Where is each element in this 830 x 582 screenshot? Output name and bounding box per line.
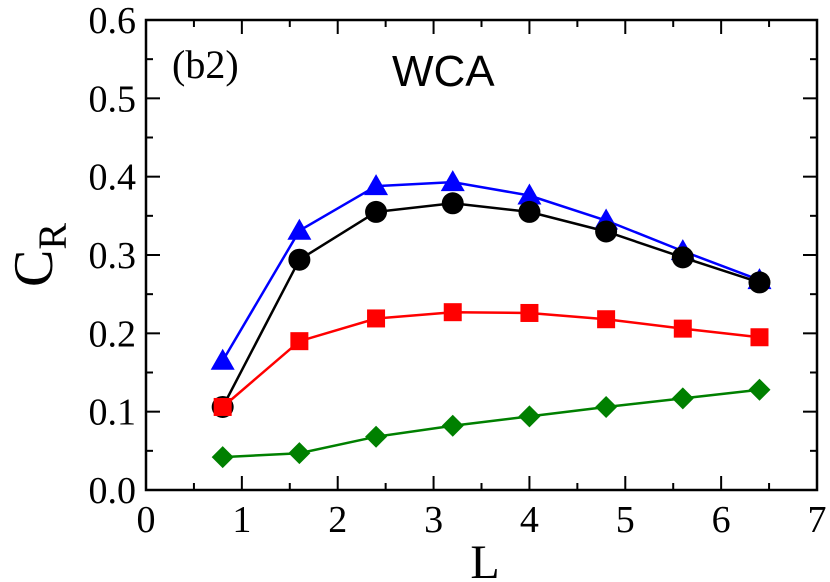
data-point xyxy=(211,446,234,469)
y-tick-label: 0.4 xyxy=(89,157,137,199)
data-point xyxy=(365,200,388,223)
series-diamond-green xyxy=(211,378,771,469)
data-point xyxy=(520,303,539,322)
y-tick-label: 0.5 xyxy=(89,78,137,120)
data-point xyxy=(288,248,311,271)
data-point xyxy=(517,183,542,205)
x-tick-label: 5 xyxy=(616,499,635,541)
data-point xyxy=(748,378,771,401)
panel-label: (b2) xyxy=(172,42,239,87)
x-axis-title: L xyxy=(470,536,499,582)
plot-frame xyxy=(144,18,819,492)
data-point xyxy=(518,200,541,223)
data-point xyxy=(595,395,618,418)
series-line xyxy=(222,388,760,459)
series-square-red xyxy=(213,303,769,416)
data-point xyxy=(290,332,309,351)
x-tick-label: 1 xyxy=(232,499,251,541)
series-circle-black xyxy=(211,192,771,418)
data-point xyxy=(671,246,694,269)
data-point xyxy=(748,271,771,294)
y-tick-label: 0.3 xyxy=(89,235,137,277)
data-point xyxy=(750,328,769,347)
data-point xyxy=(671,387,694,410)
y-axis-title: CR xyxy=(3,223,75,287)
data-point xyxy=(595,220,618,243)
chart-title: WCA xyxy=(392,47,495,96)
x-tick-label: 4 xyxy=(520,499,539,541)
y-tick-label: 0.1 xyxy=(89,392,137,434)
y-tick-label: 0.0 xyxy=(89,470,137,512)
series-line xyxy=(221,202,760,408)
y-axis-title-subscript: R xyxy=(30,223,75,250)
data-point xyxy=(287,218,312,240)
x-tick-label: 0 xyxy=(137,499,156,541)
data-point xyxy=(518,405,541,428)
data-point xyxy=(367,309,386,328)
series-line xyxy=(221,180,760,362)
y-tick-label: 0.2 xyxy=(89,313,137,355)
data-point xyxy=(597,310,616,329)
data-point xyxy=(365,425,388,448)
data-point xyxy=(210,348,235,370)
data-point xyxy=(673,319,692,338)
data-point xyxy=(441,414,464,437)
data-point xyxy=(440,170,465,192)
data-point xyxy=(443,303,462,322)
y-tick-label: 0.6 xyxy=(89,0,137,42)
x-tick-label: 3 xyxy=(424,499,443,541)
series-line xyxy=(221,310,760,408)
y-axis-title-main: C xyxy=(3,250,65,287)
x-tick-label: 2 xyxy=(328,499,347,541)
data-point xyxy=(364,174,389,196)
x-tick-label: 7 xyxy=(808,499,827,541)
svg-text:CR: CR xyxy=(3,223,75,287)
data-point xyxy=(288,442,311,465)
data-point xyxy=(441,192,464,215)
x-tick-label: 6 xyxy=(712,499,731,541)
data-point xyxy=(213,397,232,416)
